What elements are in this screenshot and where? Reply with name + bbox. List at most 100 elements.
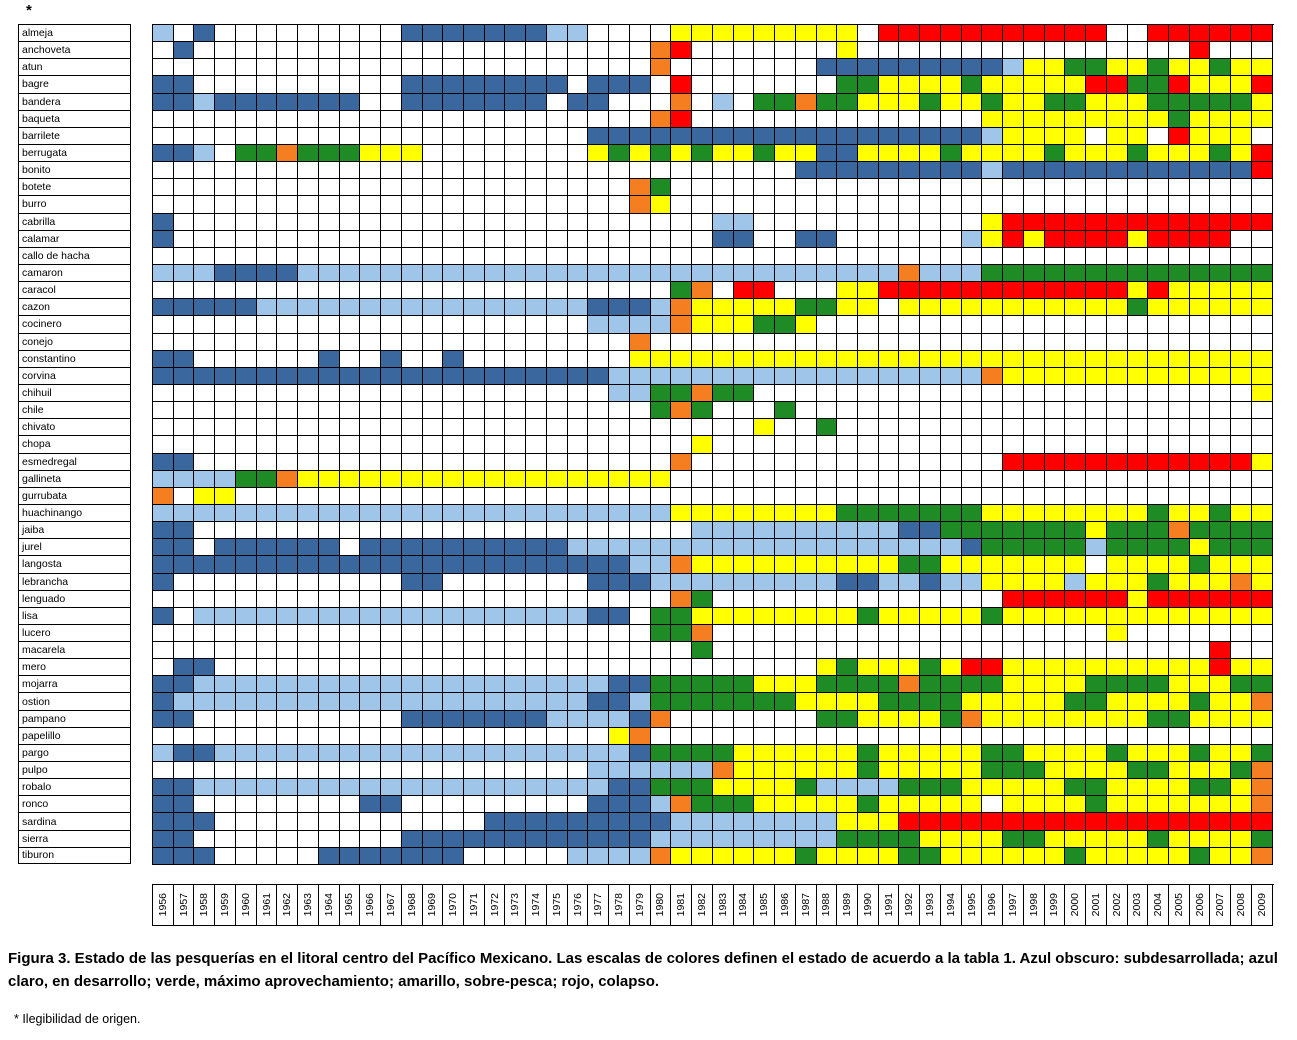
grid-cell [1106,470,1128,488]
grid-cell [629,779,651,797]
grid-cell [1148,25,1169,43]
grid-cell [505,847,527,865]
grid-cell [546,453,568,471]
grid-cell [629,247,651,265]
grid-cell [1044,762,1066,780]
year-cell: 1967 [381,885,402,926]
year-cell: 1983 [712,885,734,926]
grid-cell [215,196,236,214]
year-label: 1996 [986,893,999,917]
grid-cell [940,264,962,283]
grid-cell [318,624,340,643]
grid-cell [878,847,900,865]
year-cell: 2003 [1127,885,1149,926]
grid-cell [816,847,838,865]
year-cell: 1995 [961,885,983,926]
grid-cell [1168,350,1190,368]
grid-cell [795,402,817,420]
grid-cell [567,196,589,214]
grid-cell [1106,179,1128,197]
grid-cell [464,59,485,77]
grid-cell [1044,419,1066,437]
grid-cell [795,453,817,471]
grid-cell [1148,813,1169,831]
grid-cell [235,796,257,814]
year-cell: 1998 [1023,885,1045,926]
grid-cell [982,607,1004,625]
grid-cell [650,264,672,283]
grid-cell [795,333,817,351]
grid-cell [1168,727,1190,745]
grid-cell [733,487,755,505]
grid-cell [671,25,693,43]
grid-cell [878,453,900,471]
grid-cell [588,110,610,128]
species-label: callo de hacha [18,246,131,264]
grid-cell [671,573,693,591]
grid-cell [153,247,174,265]
grid-cell [878,179,900,197]
year-cell: 1981 [671,885,693,926]
grid-cell [298,93,319,111]
grid-cell [215,796,236,814]
grid-cell [629,710,651,728]
grid-cell [1044,693,1066,711]
grid-cell [1251,727,1273,745]
grid-cell [671,316,693,334]
grid-cell [1003,744,1024,763]
grid-cell [546,264,568,283]
grid-cell [609,93,630,111]
grid-cell [837,659,858,677]
grid-cell [464,556,485,574]
grid-cell [1065,299,1087,317]
grid-cell [775,487,796,505]
grid-cell [692,676,713,694]
grid-cell [505,487,527,505]
grid-cell [526,659,547,677]
grid-cell [443,642,465,660]
grid-cell [754,402,776,420]
grid-cell [1168,264,1190,283]
grid-cell [588,779,610,797]
grid-cell [464,350,485,368]
grid-cell [650,76,672,94]
grid-cell [816,779,838,797]
grid-cell [837,93,858,111]
grid-cell [567,779,589,797]
grid-cell [1168,42,1190,60]
grid-cell [360,316,382,334]
grid-cell [629,316,651,334]
grid-cell [1044,384,1066,403]
grid-cell [153,590,174,608]
grid-cell [153,659,174,677]
grid-cell [215,539,236,557]
grid-cell [360,333,382,351]
year-label: 1999 [1048,893,1061,917]
grid-cell [878,367,900,385]
grid-cell [298,333,319,351]
grid-cell [733,522,755,540]
grid-cell [277,110,299,128]
year-cell: 1984 [733,885,755,926]
grid-cell [712,830,734,848]
grid-cell [609,264,630,283]
grid-cell [318,796,340,814]
grid-cell [1231,419,1252,437]
grid-cell [1023,642,1045,660]
grid-cell [1106,402,1128,420]
grid-cell [775,93,796,111]
grid-cell [588,830,610,848]
grid-cell [588,93,610,111]
grid-cell [733,247,755,265]
grid-cell [401,247,423,265]
grid-cell [1231,179,1252,197]
grid-cell [671,419,693,437]
grid-cell [982,144,1004,163]
grid-cell [1086,264,1107,283]
grid-cell [588,607,610,625]
grid-cell [505,247,527,265]
grid-cell [277,847,299,865]
grid-cell [1189,110,1211,128]
grid-cell [609,676,630,694]
grid-cell [567,367,589,385]
